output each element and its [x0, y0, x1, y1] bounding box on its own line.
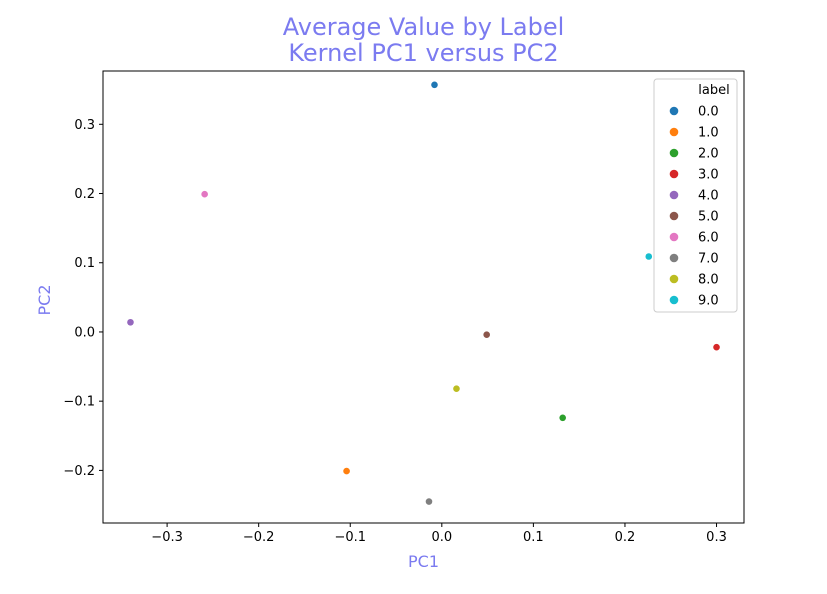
legend-marker — [669, 190, 679, 200]
legend-items: 0.0 1.0 2.0 3.0 4.0 5.0 6.0 7.0 8.0 9.0 — [669, 105, 719, 309]
data-point-label-4-0 — [127, 318, 134, 326]
data-point-label-0-0 — [431, 81, 438, 89]
y-tick-label: −0.1 — [63, 395, 95, 410]
data-point-label-6-0 — [201, 190, 208, 198]
legend-item-label: 2.0 — [698, 147, 719, 162]
legend-marker — [669, 253, 679, 263]
data-point-label-2-0 — [559, 414, 566, 422]
chart-title-line-2: Kernel PC1 versus PC2 — [288, 39, 558, 67]
legend-item-label: 0.0 — [698, 105, 719, 120]
data-point-label-9-0 — [645, 253, 653, 260]
x-tick-label: −0.2 — [243, 530, 275, 545]
x-tick-label: 0.2 — [615, 530, 636, 545]
legend-marker — [669, 127, 679, 137]
legend-marker — [669, 169, 679, 179]
legend-item-label: 5.0 — [698, 210, 719, 225]
x-axis-label: PC1 — [408, 552, 439, 571]
y-tick-label: 0.3 — [74, 118, 95, 133]
legend-marker — [669, 232, 679, 242]
y-tick-label: −0.2 — [63, 464, 95, 479]
legend-marker — [669, 106, 679, 116]
y-tick-label: 0.2 — [74, 187, 95, 202]
legend-item-label: 1.0 — [698, 126, 719, 141]
legend-item-label: 3.0 — [698, 168, 719, 183]
legend: label 0.0 1.0 2.0 3.0 4.0 5.0 6.0 7.0 8.0 9.0 — [653, 78, 738, 313]
x-axis-ticks: −0.3 −0.2 −0.1 0.0 0.1 0.2 0.3 — [151, 523, 727, 545]
data-point-label-3-0 — [713, 343, 720, 351]
legend-item-label: 8.0 — [698, 273, 719, 288]
legend-title: label — [698, 83, 729, 98]
x-tick-label: −0.3 — [151, 530, 183, 545]
legend-marker — [669, 295, 679, 305]
x-tick-label: 0.1 — [523, 530, 544, 545]
legend-marker — [669, 274, 679, 284]
data-point-label-7-0 — [425, 498, 433, 505]
data-points — [127, 81, 720, 505]
x-tick-label: 0.0 — [431, 530, 452, 545]
y-tick-label: 0.1 — [74, 256, 95, 271]
data-point-label-8-0 — [453, 385, 460, 393]
y-tick-label: 0.0 — [74, 325, 95, 340]
legend-item-label: 4.0 — [698, 189, 719, 204]
legend-box — [653, 78, 738, 313]
y-axis-label: PC2 — [35, 285, 54, 316]
legend-marker — [669, 211, 679, 221]
plot-area — [102, 70, 745, 524]
x-tick-label: 0.3 — [706, 530, 727, 545]
legend-marker — [669, 148, 679, 158]
chart-title-line-1: Average Value by Label — [283, 13, 565, 41]
x-tick-label: −0.1 — [334, 530, 366, 545]
legend-item-label: 9.0 — [698, 294, 719, 309]
y-axis-ticks: −0.2 −0.1 0.0 0.1 0.2 0.3 — [63, 118, 103, 479]
data-point-label-5-0 — [483, 331, 490, 339]
data-point-label-1-0 — [343, 467, 350, 475]
legend-item-label: 6.0 — [698, 231, 719, 246]
legend-item-label: 7.0 — [698, 252, 719, 267]
